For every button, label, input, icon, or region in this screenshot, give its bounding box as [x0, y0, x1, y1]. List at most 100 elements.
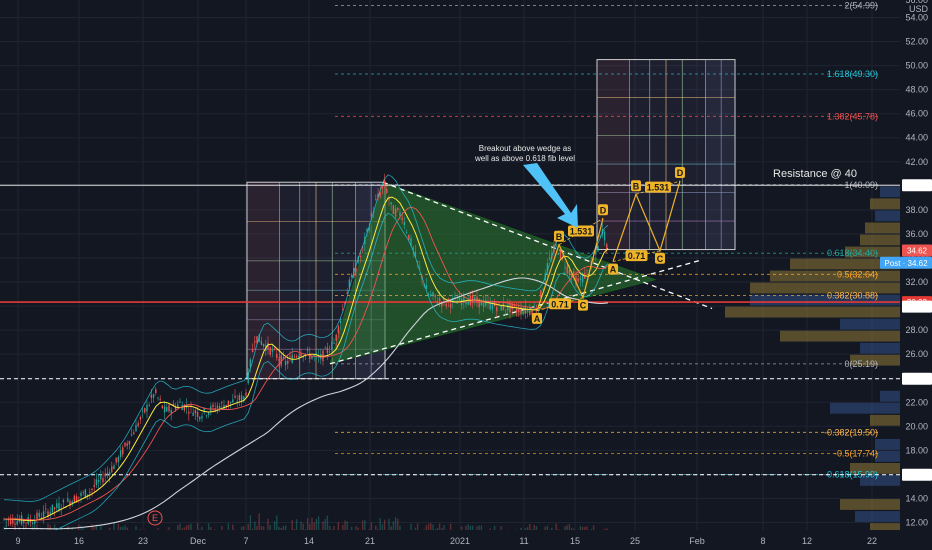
candle-body [559, 250, 562, 259]
candle-body [172, 403, 175, 406]
time-axis[interactable]: 9 16 23 Dec 7 14 21 2021 11 15 25 Feb 8 12 22 [0, 530, 932, 550]
candle-body [113, 465, 115, 470]
price-tick-label: 28.00 [905, 325, 928, 335]
candle-body [412, 247, 414, 251]
harmonic-point-label: A [534, 314, 541, 324]
candle-body [247, 372, 249, 384]
volume-profile-bar [860, 234, 900, 246]
candle-body [234, 395, 236, 398]
time-tick-label: 9 [15, 536, 20, 546]
candle-body [346, 292, 348, 294]
candle-body [443, 299, 445, 300]
candle-body [256, 336, 258, 344]
candle-body [496, 306, 498, 312]
harmonic-point-label: A [610, 265, 617, 275]
price-tag-background [902, 244, 932, 257]
time-tick-label: 14 [304, 536, 314, 546]
volume-bar [317, 516, 320, 540]
candle-body [130, 434, 133, 436]
candle-body [122, 447, 124, 455]
candle-body [38, 512, 40, 518]
candle-body [5, 519, 7, 521]
candle-body [328, 351, 331, 353]
price-tag-label: 40.05 [907, 181, 928, 190]
harmonic-point-marker [532, 312, 542, 324]
candle-body [240, 395, 243, 403]
candle-body [511, 303, 513, 309]
candle-body [348, 279, 351, 288]
candle-body [157, 397, 159, 399]
candle-body [141, 410, 144, 412]
candle-body [548, 257, 551, 259]
time-tick-label: 25 [630, 536, 640, 546]
volume-profile-bar [860, 475, 900, 486]
candle-body [282, 357, 285, 359]
candle-body [232, 399, 234, 403]
candle-body [425, 284, 428, 290]
candle-body [49, 511, 51, 514]
volume-profile [725, 186, 900, 534]
volume-bar [295, 519, 298, 540]
ma-medium [4, 206, 609, 521]
harmonic-ratio-label: 1.531 [570, 227, 593, 237]
volume-profile-bar [840, 499, 900, 510]
candle-body [18, 519, 21, 522]
candle-body [218, 406, 221, 411]
price-tag-label: Post · 34.62 [884, 259, 928, 268]
time-tick-label: 7 [243, 536, 248, 546]
candle-body [441, 302, 443, 307]
volume-bar [379, 518, 381, 540]
candle-body [243, 396, 245, 400]
volume-bar [324, 518, 326, 540]
time-tick-label: 16 [74, 536, 84, 546]
candle-body [245, 392, 247, 396]
candle-body [80, 492, 82, 497]
volume-profile-bar [850, 354, 900, 366]
candle-body [399, 212, 401, 217]
candle-body [258, 334, 260, 343]
candle-body [71, 501, 73, 505]
candle-body [513, 304, 516, 307]
fib-level-label: 0(25.19) [844, 359, 878, 369]
candle-body [390, 202, 392, 205]
candle-body [498, 301, 500, 304]
candle-body [515, 308, 518, 312]
candle-body [102, 478, 104, 483]
candle-body [155, 389, 157, 394]
candle-body [93, 485, 95, 487]
candle-body [67, 498, 69, 502]
candle-body [566, 266, 568, 274]
candle-body [14, 523, 16, 525]
candle-body [192, 412, 194, 416]
candle-body [452, 298, 454, 303]
time-tick-label: 2021 [450, 536, 470, 546]
price-axis-top-label: 56.00 [905, 0, 928, 5]
candle-body [221, 402, 223, 404]
price-tick-label: 38.00 [905, 205, 928, 215]
candle-body [45, 508, 47, 510]
candle-body [188, 411, 190, 414]
price-axis[interactable]: 56.00USD12.0014.0016.0018.0020.0022.0024… [900, 0, 932, 550]
candle-body [500, 305, 502, 311]
price-tick-label: 52.00 [905, 37, 928, 47]
candle-body [29, 519, 32, 523]
candle-body [212, 404, 214, 407]
candle-body [520, 307, 522, 314]
volume-profile-bar [880, 390, 900, 402]
candle-body [507, 304, 509, 311]
candle-body [111, 466, 113, 472]
candle-body [289, 356, 291, 358]
candle-body [119, 450, 122, 457]
price-tag-background [902, 372, 932, 385]
candle-body [170, 410, 172, 414]
harmonic-ratio-marker [549, 298, 571, 310]
candle-body [117, 457, 120, 463]
candle-body [144, 408, 146, 413]
candle-body [146, 404, 148, 412]
candle-body [467, 301, 469, 305]
volume-profile-bar [830, 402, 900, 414]
candle-body [225, 404, 227, 407]
candle-body [150, 394, 153, 398]
time-axis-background [0, 530, 932, 550]
